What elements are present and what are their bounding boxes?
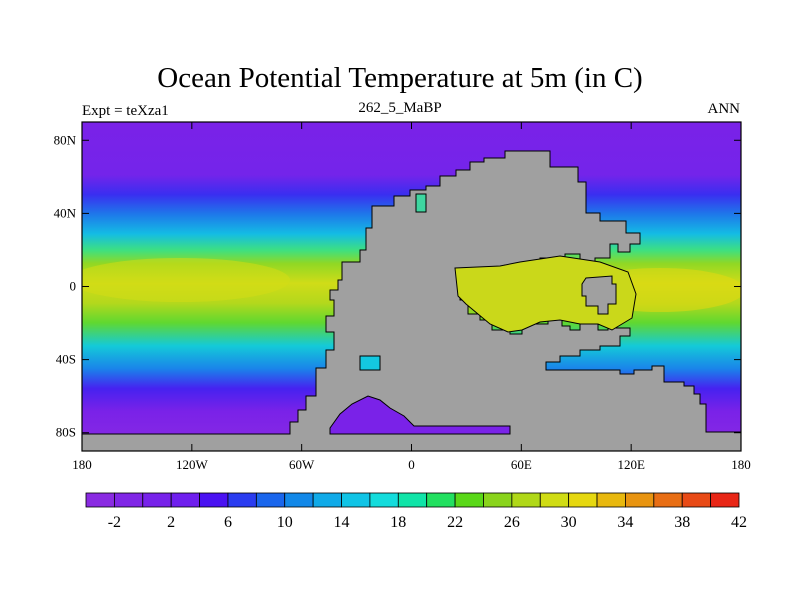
colorbar-label: 6: [224, 514, 232, 531]
lon-tick-label: 120E: [617, 457, 645, 472]
lat-tick-label: 80N: [54, 132, 77, 147]
colorbar-swatch: [397, 492, 428, 508]
latitude-axis: 80N 40N 0 40S 80S: [54, 132, 741, 440]
colorbar-swatch: [568, 492, 598, 508]
map-plot-area: [82, 122, 741, 451]
colorbar-swatch: [596, 492, 626, 508]
colorbar-label: 38: [674, 514, 690, 531]
colorbar-label: 42: [731, 514, 747, 531]
colorbar-swatch: [426, 492, 456, 508]
colorbar: -2 2 6 10 14 18 22 26 30 34 38 42: [85, 492, 747, 531]
lon-tick-label: 180: [731, 457, 751, 472]
warm-pool-west: [82, 258, 290, 302]
colorbar-swatch: [284, 492, 314, 508]
colorbar-label: 10: [277, 514, 293, 531]
colorbar-swatch: [369, 492, 399, 508]
colorbar-swatch: [341, 492, 371, 508]
colorbar-swatch: [255, 492, 286, 508]
colorbar-swatch: [170, 492, 200, 508]
lat-tick-label: 0: [70, 279, 77, 294]
colorbar-swatch: [142, 492, 172, 508]
colorbar-swatch: [483, 492, 513, 508]
season-label: ANN: [707, 101, 741, 117]
lon-tick-label: 60W: [289, 457, 315, 472]
inland-sea-south: [329, 395, 511, 435]
colorbar-swatch: [653, 492, 683, 508]
colorbar-swatch: [312, 492, 342, 508]
lat-tick-label: 80S: [56, 425, 76, 440]
colorbar-swatch: [227, 492, 257, 508]
lon-tick-label: 120W: [176, 457, 209, 472]
colorbar-swatch: [681, 492, 712, 508]
colorbar-swatch: [113, 492, 144, 508]
lat-tick-label: 40N: [54, 205, 77, 220]
colorbar-swatch: [625, 492, 655, 508]
colorbar-swatch: [199, 492, 229, 508]
period-label: 262_5_MaBP: [358, 100, 442, 116]
land-mass-pangaea: [82, 150, 741, 451]
lon-tick-label: 60E: [511, 457, 532, 472]
map-title: Ocean Potential Temperature at 5m (in C): [157, 62, 643, 94]
lat-tick-label: 40S: [56, 352, 76, 367]
colorbar-label: -2: [108, 514, 121, 531]
colorbar-label: 14: [334, 514, 350, 531]
tethys-sea: [454, 255, 637, 333]
colorbar-swatch: [454, 492, 484, 508]
longitude-axis: 180 120W 60W 0 60E 120E 180: [72, 122, 751, 472]
colorbar-swatch: [539, 492, 570, 508]
tethys-island: [581, 275, 617, 315]
colorbar-label: 2: [167, 514, 175, 531]
colorbar-label: 26: [504, 514, 520, 531]
colorbar-label: 30: [561, 514, 577, 531]
colorbar-label: 18: [390, 514, 406, 531]
lon-tick-label: 180: [72, 457, 92, 472]
experiment-label: Expt = teXza1: [82, 103, 169, 119]
colorbar-label: 22: [447, 514, 463, 531]
inland-lake-north: [415, 193, 427, 213]
colorbar-label: 34: [617, 514, 633, 531]
colorbar-swatch: [710, 492, 740, 508]
colorbar-swatch: [85, 492, 115, 508]
lon-tick-label: 0: [408, 457, 415, 472]
inland-lake: [359, 355, 381, 371]
colorbar-swatch: [511, 492, 541, 508]
